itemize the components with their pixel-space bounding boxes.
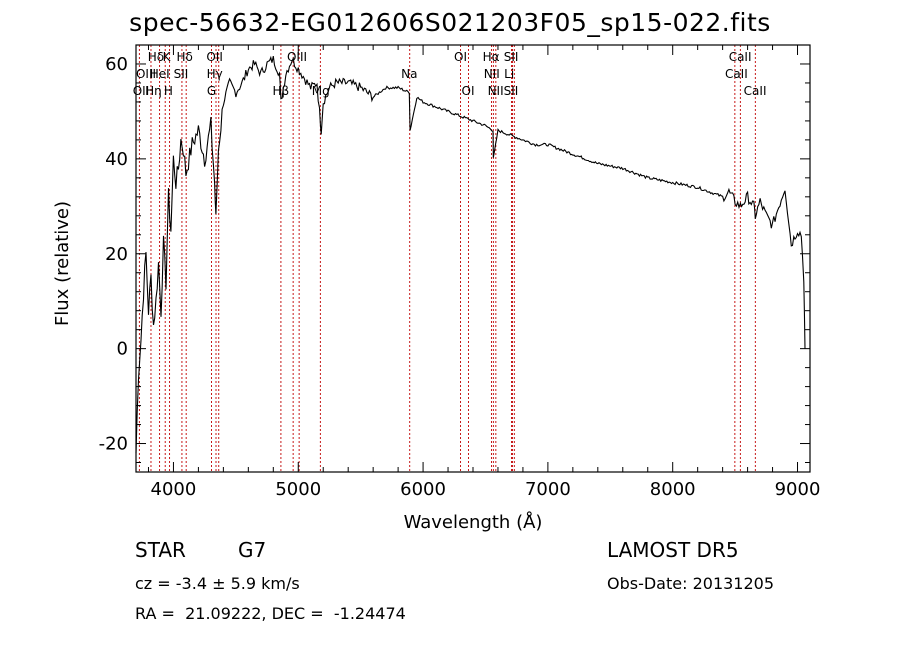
x-tick-label: 6000 xyxy=(400,479,446,500)
line-label: OI xyxy=(454,50,467,64)
line-label: OIII xyxy=(287,50,307,64)
y-tick-label: 20 xyxy=(105,244,128,265)
x-tick-label: 9000 xyxy=(775,479,821,500)
line-label: K xyxy=(163,50,172,64)
line-label: NII xyxy=(484,67,500,81)
line-label: HeI xyxy=(150,67,170,81)
emission-line-markers xyxy=(138,45,756,472)
line-label: Na xyxy=(401,67,417,81)
subclass: G7 xyxy=(238,538,267,562)
x-tick-label: 8000 xyxy=(650,479,696,500)
line-label: OI xyxy=(462,84,475,98)
line-label: Hγ xyxy=(207,67,223,81)
line-label: Hδ xyxy=(176,50,192,64)
x-tick-label: 7000 xyxy=(525,479,571,500)
x-axis: 4000 5000 6000 7000 8000 9000 xyxy=(147,45,821,500)
object-class: STAR xyxy=(135,538,186,562)
spectrum-line xyxy=(135,55,806,454)
line-label: CaII xyxy=(725,67,748,81)
y-axis: -20 0 20 40 60 xyxy=(99,44,810,464)
line-label: OII xyxy=(133,84,150,98)
line-label: Hη xyxy=(145,84,162,98)
chart-title: spec-56632-EG012606S021203F05_sp15-022.f… xyxy=(129,8,771,37)
survey-name: LAMOST DR5 xyxy=(607,538,739,562)
line-label: SII xyxy=(504,50,519,64)
y-axis-label: Flux (relative) xyxy=(52,201,73,326)
line-label: CaII xyxy=(729,50,752,64)
line-label: OIII xyxy=(136,67,156,81)
line-label: SII xyxy=(174,67,189,81)
line-label: G xyxy=(207,84,216,98)
line-label: Li xyxy=(504,67,514,81)
obs-date: Obs-Date: 20131205 xyxy=(607,574,775,593)
y-tick-label: 0 xyxy=(117,339,128,360)
plot-frame xyxy=(135,44,811,473)
line-label: OII xyxy=(206,50,223,64)
coordinates: RA = 21.09222, DEC = -1.24474 xyxy=(135,604,406,623)
x-tick-label: 5000 xyxy=(275,479,321,500)
x-axis-label: Wavelength (Å) xyxy=(404,511,543,533)
line-label: NIISII xyxy=(488,84,519,98)
line-label: H xyxy=(164,84,173,98)
x-tick-label: 4000 xyxy=(151,479,197,500)
line-label: Hα xyxy=(483,50,500,64)
y-tick-label: 60 xyxy=(105,54,128,75)
line-label: Hδ xyxy=(148,50,164,64)
line-label: CaII xyxy=(744,84,767,98)
y-tick-label: 40 xyxy=(105,149,128,170)
redshift-line: cz = -3.4 ± 5.9 km/s xyxy=(135,574,300,593)
y-tick-label: -20 xyxy=(99,434,128,455)
line-label: Mg xyxy=(312,84,330,98)
